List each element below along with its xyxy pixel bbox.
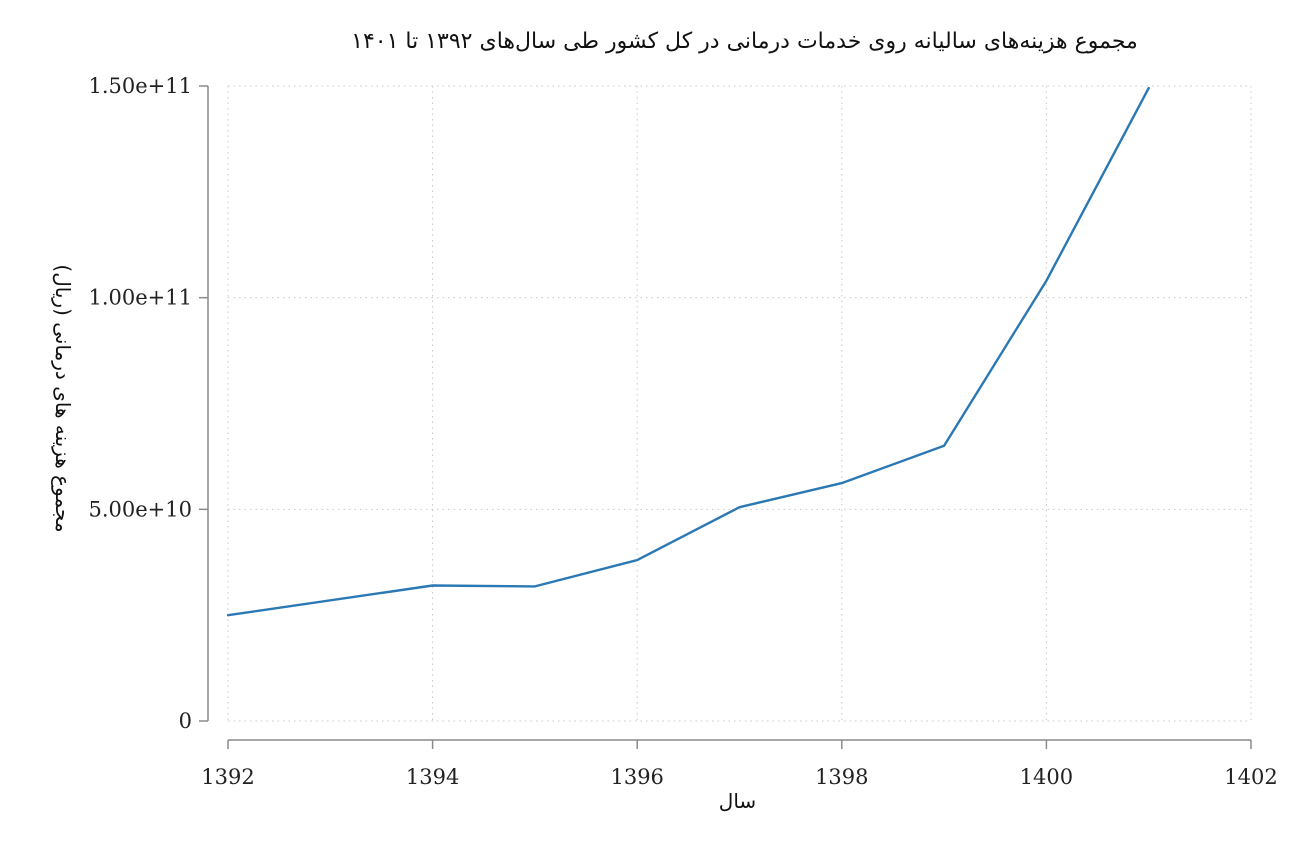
chart-title: مجموع هزینه‌های سالیانه روی خدمات درمانی… xyxy=(351,29,1138,54)
y-tick-label: 0 xyxy=(179,709,192,733)
x-tick-label: 1394 xyxy=(406,765,459,789)
axes xyxy=(207,86,1251,741)
gridlines xyxy=(227,85,1252,722)
x-tick-label: 1396 xyxy=(610,765,663,789)
series xyxy=(226,86,1150,617)
y-tick-label: 1.00e+11 xyxy=(88,286,192,310)
ticks: 1392 1394 1396 1398 1400 1402 0 5.00e+10 1.00e+1… xyxy=(88,74,1277,789)
y-axis-title: مجموع هزینه های درمانی (ریال) xyxy=(51,264,75,532)
y-tick-label: 5.00e+10 xyxy=(88,497,192,521)
x-tick-label: 1402 xyxy=(1224,765,1277,789)
x-tick-label: 1398 xyxy=(815,765,868,789)
x-tick-label: 1392 xyxy=(201,765,254,789)
x-tick-label: 1400 xyxy=(1020,765,1073,789)
series-line xyxy=(226,86,1150,617)
x-axis-title: سال xyxy=(719,789,756,813)
y-tick-label: 1.50e+11 xyxy=(88,74,192,98)
